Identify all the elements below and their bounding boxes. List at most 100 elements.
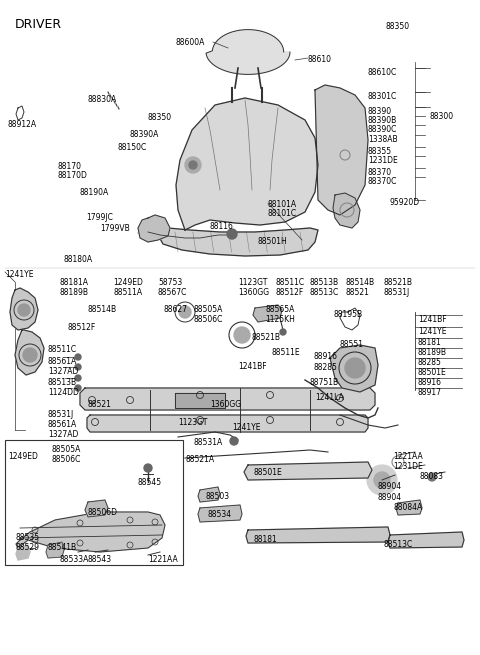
Circle shape — [75, 364, 81, 370]
Text: 88513B: 88513B — [310, 278, 339, 287]
Text: 1241YE: 1241YE — [232, 423, 261, 432]
Circle shape — [227, 229, 237, 239]
Text: 88170: 88170 — [58, 162, 82, 171]
Polygon shape — [206, 29, 290, 75]
Text: 88561A: 88561A — [48, 357, 77, 366]
Text: 88551: 88551 — [340, 340, 364, 349]
Text: 88916: 88916 — [418, 378, 442, 387]
Circle shape — [428, 473, 436, 481]
Circle shape — [345, 358, 365, 378]
Text: 88390A: 88390A — [130, 130, 159, 139]
Text: 1241BF: 1241BF — [418, 315, 446, 324]
Text: 88501H: 88501H — [257, 237, 287, 246]
Text: 88512F: 88512F — [276, 288, 304, 297]
Text: 1360GG: 1360GG — [238, 288, 269, 297]
Polygon shape — [330, 345, 378, 392]
Text: 88531J: 88531J — [384, 288, 410, 297]
Polygon shape — [333, 193, 360, 228]
Text: 88350: 88350 — [385, 22, 409, 31]
Text: 88180A: 88180A — [63, 255, 92, 264]
Text: 88181: 88181 — [253, 535, 277, 544]
Polygon shape — [46, 542, 64, 558]
Text: 88543: 88543 — [88, 555, 112, 564]
Text: 88511C: 88511C — [276, 278, 305, 287]
Text: 88541B: 88541B — [48, 543, 77, 552]
Circle shape — [23, 348, 37, 362]
Polygon shape — [244, 462, 372, 480]
Circle shape — [367, 465, 397, 495]
Text: 88285: 88285 — [313, 363, 337, 372]
Text: 1125KH: 1125KH — [265, 315, 295, 324]
Circle shape — [374, 472, 390, 488]
Polygon shape — [388, 532, 464, 548]
Text: 88534: 88534 — [208, 510, 232, 519]
Circle shape — [189, 161, 197, 169]
Circle shape — [230, 437, 238, 445]
Text: 88567C: 88567C — [158, 288, 187, 297]
Circle shape — [18, 304, 30, 316]
Text: 1327AD: 1327AD — [48, 367, 78, 376]
Text: 88531J: 88531J — [48, 410, 74, 419]
Text: 88501E: 88501E — [253, 468, 282, 477]
Circle shape — [280, 329, 286, 335]
Text: 88195B: 88195B — [333, 310, 362, 319]
Text: DRIVER: DRIVER — [15, 18, 62, 31]
Text: 88350: 88350 — [148, 113, 172, 122]
Polygon shape — [16, 545, 30, 560]
Text: 88189B: 88189B — [418, 348, 447, 357]
Text: 88190A: 88190A — [80, 188, 109, 197]
Text: 1799VB: 1799VB — [100, 224, 130, 233]
Text: 88545: 88545 — [138, 478, 162, 487]
Text: 1241LA: 1241LA — [315, 393, 344, 402]
Text: 88189B: 88189B — [60, 288, 89, 297]
Text: 88083: 88083 — [420, 472, 444, 481]
Text: 88912A: 88912A — [8, 120, 37, 129]
Text: 88506D: 88506D — [88, 508, 118, 517]
Text: 88514B: 88514B — [88, 305, 117, 314]
Text: 88529: 88529 — [15, 543, 39, 552]
Text: 88561A: 88561A — [48, 420, 77, 429]
Text: 88610: 88610 — [308, 55, 332, 64]
Text: 88565A: 88565A — [265, 305, 294, 314]
Text: 88521A: 88521A — [185, 455, 214, 464]
Text: 88511A: 88511A — [113, 288, 142, 297]
Text: 1327AD: 1327AD — [48, 430, 78, 439]
Text: 88513B: 88513B — [48, 378, 77, 387]
Text: 88503: 88503 — [205, 492, 229, 501]
Text: 1123GT: 1123GT — [178, 418, 207, 427]
Polygon shape — [15, 330, 44, 375]
Text: 88285: 88285 — [418, 358, 442, 367]
Text: 88521B: 88521B — [252, 333, 281, 342]
FancyBboxPatch shape — [5, 440, 183, 565]
Text: 88505A: 88505A — [194, 305, 223, 314]
Text: 88513C: 88513C — [310, 288, 339, 297]
Text: 88301C: 88301C — [368, 92, 397, 101]
Text: 95920D: 95920D — [390, 198, 420, 207]
Text: 1241YE: 1241YE — [418, 327, 446, 336]
Text: 58753: 58753 — [158, 278, 182, 287]
Text: 88390B: 88390B — [368, 116, 397, 125]
Circle shape — [75, 375, 81, 381]
Text: 88506C: 88506C — [52, 455, 82, 464]
Circle shape — [234, 327, 250, 343]
Text: 1221AA: 1221AA — [148, 555, 178, 564]
Text: 88101A: 88101A — [268, 200, 297, 209]
Text: 1241YE: 1241YE — [5, 270, 34, 279]
Polygon shape — [198, 505, 242, 522]
Circle shape — [185, 157, 201, 173]
Text: 1338AB: 1338AB — [368, 135, 397, 144]
Text: 88101C: 88101C — [268, 209, 297, 218]
Polygon shape — [198, 487, 220, 502]
Text: 88917: 88917 — [418, 388, 442, 397]
Polygon shape — [175, 393, 225, 408]
Polygon shape — [315, 85, 368, 215]
Polygon shape — [176, 98, 318, 230]
Text: 88514B: 88514B — [346, 278, 375, 287]
Text: 88512F: 88512F — [67, 323, 95, 332]
Text: 88170D: 88170D — [58, 171, 88, 180]
Text: 88521: 88521 — [88, 400, 112, 409]
Text: 1124DD: 1124DD — [48, 388, 79, 397]
Text: 88501E: 88501E — [418, 368, 447, 377]
Text: 1360GG: 1360GG — [210, 400, 241, 409]
Text: 88511E: 88511E — [272, 348, 300, 357]
